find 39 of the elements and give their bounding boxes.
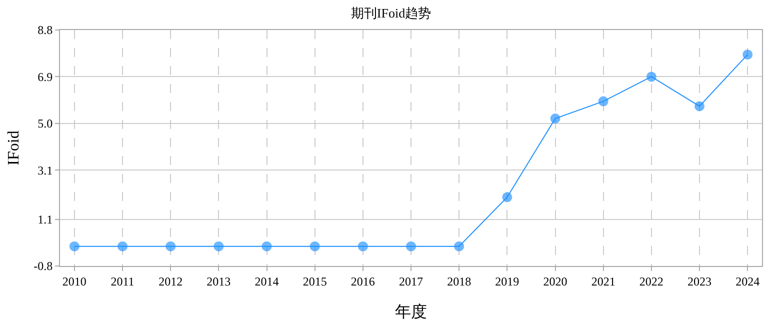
point — [502, 192, 512, 202]
x-tick-label: 2022 — [639, 274, 664, 288]
x-tick-label: 2014 — [254, 274, 279, 288]
x-tick-label: 2024 — [736, 274, 760, 288]
y-tick-label: 5.0 — [38, 116, 53, 131]
y-tick-label: 8.8 — [38, 23, 53, 38]
point — [694, 101, 704, 112]
point — [214, 241, 224, 252]
y-tick-label: 3.1 — [38, 163, 53, 178]
x-tick-label: 2013 — [206, 274, 231, 288]
x-tick-label: 2021 — [591, 274, 616, 288]
y-tick-label: -0.8 — [34, 259, 53, 274]
x-tick-label: 2012 — [158, 274, 183, 288]
point — [69, 241, 80, 252]
x-tick-label: 2010 — [62, 274, 86, 288]
x-tick-label: 2016 — [350, 274, 375, 288]
point — [358, 241, 368, 252]
y-tick-label: 1.1 — [38, 212, 53, 226]
x-tick-label: 2011 — [110, 274, 134, 288]
point — [550, 114, 560, 124]
y-axis-title: IFoid — [6, 130, 22, 166]
point — [598, 96, 608, 106]
x-axis-title: 年度 — [395, 303, 427, 322]
point — [742, 50, 753, 60]
x-tick-label: 2023 — [687, 274, 712, 288]
point — [166, 241, 176, 252]
x-tick-label: 2017 — [399, 274, 423, 288]
y-tick-label: 6.9 — [38, 70, 53, 84]
point — [406, 241, 416, 252]
x-tick-label: 2020 — [543, 274, 568, 288]
point — [646, 72, 656, 82]
chart-title: 期刊IFoid趋势 — [350, 5, 432, 20]
point — [454, 241, 464, 252]
x-tick-label: 2018 — [447, 274, 472, 288]
point — [118, 241, 128, 252]
point — [310, 241, 320, 252]
x-tick-label: 2019 — [495, 274, 520, 288]
point — [262, 241, 272, 252]
x-tick-label: 2015 — [302, 274, 327, 288]
